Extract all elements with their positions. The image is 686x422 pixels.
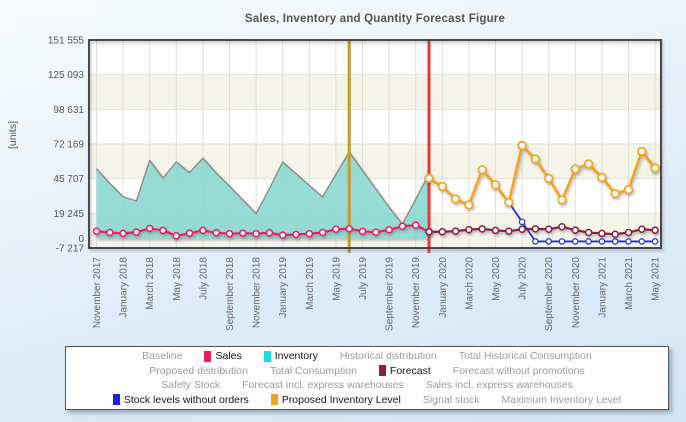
svg-text:March 2020: March 2020 xyxy=(464,257,475,310)
legend-row: Proposed distribution Total Consumption Fo… xyxy=(66,365,668,377)
plot-border xyxy=(88,39,662,249)
forecast-chart-canvas: 151 555 125 093 98 631 72 169 45 707 19 245 0-… xyxy=(7,36,662,331)
svg-text:March 2018: March 2018 xyxy=(145,257,156,310)
legend-swatch xyxy=(378,365,386,377)
svg-text:July 2020: July 2020 xyxy=(518,257,529,300)
y-axis-title: [units] xyxy=(7,121,19,149)
legend-label: Baseline xyxy=(142,350,183,363)
legend-label: Safety Stock xyxy=(161,379,221,392)
svg-text:January 2018: January 2018 xyxy=(119,257,130,318)
svg-text:November 2019: November 2019 xyxy=(411,257,422,329)
svg-text:January 2021: January 2021 xyxy=(597,257,608,318)
legend-label: Inventory xyxy=(274,350,318,363)
chart-title: Sales, Inventory and Quantity Forecast F… xyxy=(244,13,506,25)
legend-item-proposed-inventory-level[interactable]: Proposed Inventory Level xyxy=(270,393,401,406)
legend-label: Forecast incl. express warehouses xyxy=(242,379,404,392)
x-axis-labels: November 2017 January 2018 March 2018 May 2… xyxy=(92,257,662,331)
legend-label: Total Consumption xyxy=(269,364,357,377)
svg-text:-7 217: -7 217 xyxy=(56,244,85,255)
svg-text:September 2019: September 2019 xyxy=(385,257,396,331)
legend-item-historical-distribution[interactable]: Historical distribution xyxy=(340,350,437,362)
legend-row: Stock levels without orders Proposed Inve… xyxy=(66,394,668,406)
legend-label: Sales xyxy=(215,350,242,363)
y-axis-labels: 151 555 125 093 98 631 72 169 45 707 19 245 0-… xyxy=(48,36,85,255)
svg-text:45 707: 45 707 xyxy=(53,174,84,185)
legend-item-total-historical-consumption[interactable]: Total Historical Consumption xyxy=(459,350,592,362)
legend-item-safety-stock[interactable]: Safety Stock xyxy=(161,379,220,391)
svg-text:November 2018: November 2018 xyxy=(252,257,263,329)
svg-text:March 2021: March 2021 xyxy=(624,257,635,310)
legend-item-forecast[interactable]: Forecast xyxy=(378,364,431,377)
svg-text:151 555: 151 555 xyxy=(48,36,85,47)
legend-item-forecast-without-promotions[interactable]: Forecast without promotions xyxy=(453,365,585,377)
svg-text:0: 0 xyxy=(78,234,84,245)
legend-item-forecast-incl-express-warehouses[interactable]: Forecast incl. express warehouses xyxy=(242,379,404,391)
legend-item-maximum-inventory-level[interactable]: Maximum Inventory Level xyxy=(501,394,621,406)
legend-label: Historical distribution xyxy=(339,350,437,363)
svg-text:19 245: 19 245 xyxy=(53,209,84,220)
svg-text:January 2019: January 2019 xyxy=(278,257,289,318)
svg-text:January 2020: January 2020 xyxy=(438,257,449,318)
legend-label: Forecast xyxy=(389,364,431,377)
svg-text:September 2020: September 2020 xyxy=(544,257,555,331)
legend-swatch xyxy=(112,394,120,406)
legend-item-proposed-distribution[interactable]: Proposed distribution xyxy=(149,365,248,377)
legend-label: Sales incl. express warehouses xyxy=(425,379,573,392)
legend-item-sales-incl-express-warehouses[interactable]: Sales incl. express warehouses xyxy=(426,379,573,391)
legend-label: Maximum Inventory Level xyxy=(501,393,622,406)
legend-label: Total Historical Consumption xyxy=(458,350,592,363)
sales-line xyxy=(92,221,433,240)
inventory-area xyxy=(95,151,430,239)
legend-label: Stock levels without orders xyxy=(123,393,249,406)
svg-text:May 2020: May 2020 xyxy=(491,257,502,301)
legend-label: Proposed distribution xyxy=(149,364,248,377)
svg-text:72 169: 72 169 xyxy=(53,140,84,151)
legend-item-baseline[interactable]: Baseline xyxy=(142,350,182,362)
legend-item-signal-stock[interactable]: Signal stock xyxy=(423,394,480,406)
svg-text:May 2018: May 2018 xyxy=(172,257,183,301)
svg-text:98 631: 98 631 xyxy=(53,105,84,116)
legend-item-inventory[interactable]: Inventory xyxy=(263,350,318,363)
svg-text:July 2019: July 2019 xyxy=(358,257,369,300)
svg-text:March 2019: March 2019 xyxy=(305,257,316,310)
legend-row: Baseline Sales Inventory Historical distrib… xyxy=(66,350,668,362)
legend-label: Proposed Inventory Level xyxy=(281,393,401,406)
stock-levels-without-orders-line xyxy=(507,201,659,245)
forecast-line xyxy=(425,223,659,238)
svg-text:November 2020: November 2020 xyxy=(571,257,582,329)
svg-text:September 2018: September 2018 xyxy=(225,257,236,331)
legend-row: Safety Stock Forecast incl. express wareh… xyxy=(66,379,668,391)
svg-text:125 093: 125 093 xyxy=(48,70,85,81)
svg-text:May 2021: May 2021 xyxy=(651,257,662,301)
legend-item-total-consumption[interactable]: Total Consumption xyxy=(270,365,357,377)
chart-legend: Baseline Sales Inventory Historical distrib… xyxy=(65,346,669,410)
legend-item-stock-levels-without-orders[interactable]: Stock levels without orders xyxy=(112,393,249,406)
proposed-inventory-level-line xyxy=(424,140,660,210)
svg-text:November 2017: November 2017 xyxy=(92,257,103,329)
legend-swatch xyxy=(270,394,278,406)
legend-label: Signal stock xyxy=(422,393,480,406)
legend-item-sales[interactable]: Sales xyxy=(204,350,242,363)
legend-swatch xyxy=(263,350,271,362)
svg-text:May 2019: May 2019 xyxy=(331,257,342,301)
svg-text:July 2018: July 2018 xyxy=(198,257,209,300)
legend-label: Forecast without promotions xyxy=(452,364,585,377)
legend-swatch xyxy=(204,350,212,362)
